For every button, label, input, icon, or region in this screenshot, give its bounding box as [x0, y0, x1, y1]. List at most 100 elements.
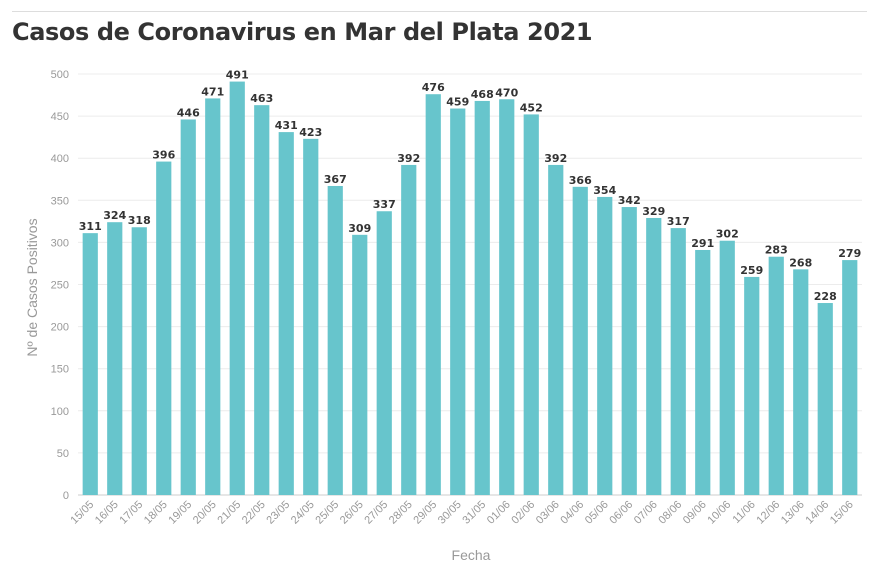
x-tick-label: 10/06 [705, 499, 733, 527]
bar[interactable] [131, 227, 147, 495]
y-axis-label: Nº de Casos Positivos [24, 218, 40, 356]
data-label: 459 [446, 96, 469, 109]
data-label: 318 [128, 214, 151, 227]
bar[interactable] [229, 81, 245, 495]
bar[interactable] [278, 132, 294, 495]
data-label: 396 [152, 149, 175, 162]
x-tick-label: 15/05 [68, 499, 96, 527]
x-tick-label: 09/06 [681, 499, 709, 527]
y-tick-label: 150 [51, 364, 69, 376]
bar[interactable] [180, 119, 196, 495]
bar[interactable] [548, 164, 564, 495]
data-label: 431 [275, 119, 298, 132]
bars [82, 81, 858, 496]
data-label: 366 [569, 174, 592, 187]
bar[interactable] [523, 114, 539, 495]
data-label: 452 [520, 101, 543, 114]
x-tick-label: 15/06 [828, 499, 856, 527]
x-tick-label: 04/06 [558, 499, 586, 527]
bar[interactable] [327, 185, 343, 495]
data-label: 470 [495, 86, 518, 99]
x-tick-label: 21/05 [215, 499, 243, 527]
x-tick-label: 29/05 [411, 499, 439, 527]
data-label: 423 [299, 126, 322, 139]
bar[interactable] [376, 211, 392, 495]
data-label: 367 [324, 173, 347, 186]
data-label: 491 [226, 69, 249, 82]
bar[interactable] [425, 94, 441, 495]
top-divider [12, 11, 867, 12]
data-label: 342 [618, 194, 641, 207]
data-label: 471 [201, 85, 224, 98]
x-tick-label: 27/05 [362, 499, 390, 527]
x-axis-label: Fecha [452, 547, 491, 563]
bar[interactable] [842, 260, 858, 495]
x-tick-label: 31/05 [460, 499, 488, 527]
x-tick-label: 22/05 [240, 499, 268, 527]
x-tick-label: 23/05 [264, 499, 292, 527]
data-label: 337 [373, 198, 396, 211]
data-label: 354 [593, 184, 616, 197]
y-tick-label: 250 [51, 280, 69, 292]
data-label: 283 [765, 244, 788, 257]
x-tick-label: 25/05 [313, 499, 341, 527]
data-label: 317 [667, 215, 690, 228]
bar[interactable] [670, 228, 686, 495]
x-tick-label: 12/06 [754, 499, 782, 527]
x-tick-label: 01/06 [485, 499, 513, 527]
data-label: 392 [544, 152, 567, 165]
bar[interactable] [817, 303, 833, 495]
bar[interactable] [156, 161, 172, 495]
bar[interactable] [695, 249, 711, 495]
x-tick-label: 05/06 [583, 499, 611, 527]
x-tick-label: 19/05 [166, 499, 194, 527]
y-axis-ticks: 0 50 100 150 200 250 300 350 400 450 500 [51, 69, 69, 502]
bar[interactable] [205, 98, 221, 495]
bar[interactable] [401, 164, 417, 495]
bar[interactable] [646, 217, 662, 495]
y-tick-label: 0 [63, 490, 69, 502]
bar[interactable] [450, 108, 466, 495]
bar[interactable] [499, 99, 515, 495]
data-label: 279 [838, 247, 861, 260]
data-label: 291 [691, 237, 714, 250]
bar[interactable] [352, 234, 368, 495]
bar[interactable] [768, 256, 784, 495]
data-label: 268 [789, 256, 812, 269]
y-tick-label: 200 [51, 322, 69, 334]
y-tick-label: 400 [51, 153, 69, 165]
data-label: 324 [103, 209, 126, 222]
x-tick-label: 03/06 [534, 499, 562, 527]
data-label: 309 [348, 222, 371, 235]
x-tick-label: 14/06 [803, 499, 831, 527]
y-tick-label: 350 [51, 195, 69, 207]
x-tick-label: 11/06 [730, 499, 757, 526]
data-label: 311 [79, 220, 102, 233]
x-tick-label: 24/05 [289, 499, 317, 527]
y-tick-label: 500 [51, 69, 69, 81]
bar[interactable] [254, 105, 270, 496]
bar[interactable] [621, 207, 637, 495]
x-tick-label: 20/05 [191, 499, 219, 527]
bar[interactable] [82, 233, 98, 495]
y-tick-label: 50 [57, 448, 69, 460]
x-tick-label: 17/05 [117, 499, 145, 527]
bar[interactable] [107, 222, 123, 495]
bar[interactable] [744, 276, 760, 495]
data-label: 228 [814, 290, 837, 303]
x-tick-label: 16/05 [93, 499, 121, 527]
bar[interactable] [793, 269, 809, 495]
x-axis-ticks: 15/0516/0517/0518/0519/0520/0521/0522/05… [68, 499, 855, 527]
data-label: 476 [422, 81, 445, 94]
x-tick-label: 02/06 [509, 499, 537, 527]
bar[interactable] [597, 196, 613, 495]
y-tick-label: 450 [51, 111, 69, 123]
bar[interactable] [303, 138, 319, 496]
bar[interactable] [719, 240, 735, 495]
bar[interactable] [474, 100, 490, 495]
bar[interactable] [572, 186, 588, 495]
y-tick-label: 300 [51, 237, 69, 249]
data-label: 302 [716, 228, 739, 241]
